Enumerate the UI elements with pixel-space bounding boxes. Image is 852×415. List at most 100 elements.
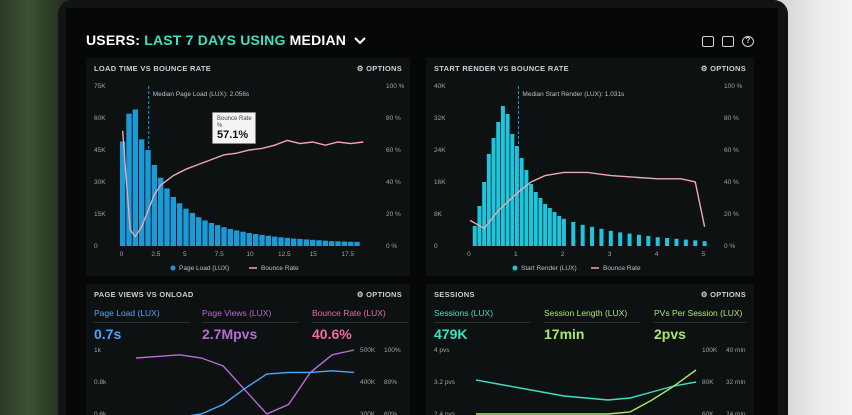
load-time-panel: LOAD TIME VS BOUNCE RATE ⚙ OPTIONS 75K 60… (86, 58, 410, 276)
y-right-tick-label: 40 % (386, 179, 401, 186)
start-render-chart: 40K 32K 24K 16K 8K 0 100 % 80 % 60 % 40 % 20 % 0 % 0… (434, 83, 743, 272)
title-stat: MEDIAN (289, 32, 347, 48)
x-tick-label: 0 (467, 251, 471, 258)
y-right-tick-label: 0 % (724, 243, 735, 250)
bar (240, 231, 246, 246)
bar (138, 139, 145, 246)
y-right-tick-label: 100 % (724, 83, 743, 90)
monitor-icon[interactable] (702, 36, 714, 47)
page-views-chart: 1k 0.8k 0.6k 500K 400K 300K 100% 80% 60% (94, 347, 401, 415)
y-right-tick-label: 80K (702, 379, 714, 386)
bar (290, 238, 297, 246)
stat-label-page-load: Page Load (LUX) (94, 308, 160, 318)
title-prefix: USERS: (86, 32, 141, 48)
y-right2-tick-label: 60% (384, 411, 397, 415)
y-left-tick-label: 32K (434, 115, 446, 122)
y-right2-tick-label: 40 min (726, 347, 746, 354)
bar (132, 109, 139, 246)
y-right2-tick-label: 24 min (726, 411, 746, 415)
options-button[interactable]: ⚙ OPTIONS (356, 290, 402, 299)
stat-value-page-views: 2.7Mpvs (202, 326, 258, 342)
stat-label-session-length: Session Length (LUX) (544, 308, 628, 318)
bar (674, 238, 679, 246)
bar (533, 192, 538, 246)
series-line (475, 379, 697, 401)
bar (571, 222, 576, 246)
y-right-tick-label: 60 % (386, 147, 401, 154)
stat-divider (94, 322, 190, 323)
bar (246, 232, 253, 246)
options-button[interactable]: ⚙ OPTIONS (700, 290, 746, 299)
stat-value-page-load: 0.7s (94, 326, 122, 342)
y-right-tick-label: 500K (360, 347, 376, 354)
x-tick-label: 5 (183, 251, 187, 258)
bar (491, 138, 496, 246)
dashboard-title[interactable]: USERS: LAST 7 DAYS USING MEDIAN (86, 32, 366, 48)
bar (552, 212, 557, 246)
x-tick-label: 5 (702, 251, 706, 258)
bar (608, 230, 613, 246)
panel-title: LOAD TIME VS BOUNCE RATE (94, 64, 212, 73)
stat-label-pvs-per-session: PVs Per Session (LUX) (654, 308, 743, 318)
y-left-tick-label: 4 pvs (434, 347, 450, 354)
bar (655, 237, 660, 246)
bar (265, 235, 272, 246)
bounce-rate-tooltip: Bounce Rate % 57.1% (212, 112, 256, 144)
x-tick-label: 0 (120, 251, 124, 258)
median-label: Median Start Render (LUX): 1.031s (522, 91, 625, 98)
bar (221, 227, 227, 246)
bar (580, 224, 585, 246)
header-toolbar: ? (702, 36, 754, 47)
y-left-tick-label: 3.2 pvs (434, 379, 456, 386)
x-tick-label: 10 (246, 251, 254, 258)
bar (599, 228, 604, 246)
y-right-tick-label: 60 % (724, 147, 739, 154)
y-left-tick-label: 75K (94, 83, 106, 90)
y-left-tick-label: 16K (434, 179, 446, 186)
bar (126, 113, 132, 246)
bar (665, 238, 670, 246)
bar (183, 208, 189, 246)
bar (557, 216, 562, 246)
y-left-tick-label: 8K (434, 211, 443, 218)
x-tick-label: 4 (655, 251, 659, 258)
x-tick-label: 1 (514, 251, 518, 258)
bar (500, 106, 505, 246)
y-right-tick-label: 80 % (386, 115, 401, 122)
chevron-down-icon[interactable] (354, 32, 366, 48)
stat-value-session-length: 17min (544, 326, 585, 342)
stat-label-page-views: Page Views (LUX) (202, 308, 272, 318)
y-left-tick-label: 24K (434, 147, 446, 154)
y-left-tick-label: 30K (94, 179, 106, 186)
bar (561, 218, 566, 246)
bar (278, 237, 284, 246)
y-right-tick-label: 40 % (724, 179, 739, 186)
bar (341, 241, 348, 246)
bar (683, 239, 688, 246)
help-icon[interactable]: ? (742, 36, 754, 47)
bar (496, 122, 501, 246)
bar (505, 114, 510, 246)
bar (543, 204, 548, 246)
bar (202, 220, 208, 246)
bar (618, 232, 623, 246)
bar (189, 212, 196, 246)
y-left-tick-label: 2.4 pvs (434, 411, 456, 415)
options-button[interactable]: ⚙ OPTIONS (356, 64, 402, 73)
y-left-tick-label: 60K (94, 115, 106, 122)
y-left-tick-label: 0 (94, 243, 98, 250)
y-left-tick-label: 0.6k (94, 411, 107, 415)
stat-label-bounce-rate: Bounce Rate (LUX) (312, 308, 386, 318)
y-left-tick-label: 0.8k (94, 379, 107, 386)
options-button[interactable]: ⚙ OPTIONS (700, 64, 746, 73)
bar (284, 237, 291, 246)
bar (195, 217, 202, 246)
tooltip-value: 57.1% (217, 129, 249, 141)
bar (145, 150, 151, 246)
stat-divider (202, 322, 298, 323)
bar (524, 170, 529, 246)
bar (322, 240, 329, 246)
load-time-chart: 75K 60K 45K 30K 15K 0 100 % 80 % 60 % 40 % 20 % 0 %… (94, 83, 405, 272)
bar (208, 222, 215, 246)
image-icon[interactable] (722, 36, 734, 47)
